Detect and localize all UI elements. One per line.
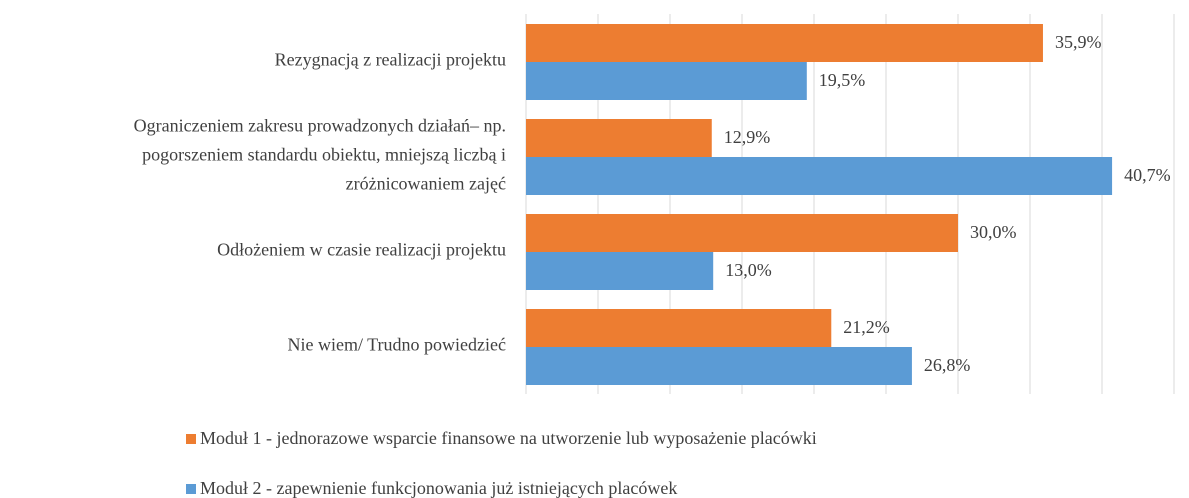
- legend-swatch: [186, 434, 196, 444]
- bar: [526, 119, 712, 157]
- value-label: 26,8%: [924, 355, 971, 375]
- legend-label: Moduł 1 - jednorazowe wsparcie finansowe…: [200, 428, 817, 448]
- bar: [526, 214, 958, 252]
- bar: [526, 309, 832, 347]
- category-label: Odłożeniem w czasie realizacji projektu: [217, 240, 506, 260]
- value-label: 30,0%: [970, 222, 1017, 242]
- value-label: 13,0%: [725, 260, 772, 280]
- bar: [526, 252, 714, 290]
- bar: [526, 62, 807, 100]
- value-label: 21,2%: [843, 317, 890, 337]
- bar: [526, 24, 1043, 62]
- category-label: Nie wiem/ Trudno powiedzieć: [288, 335, 506, 355]
- value-label: 35,9%: [1055, 32, 1102, 52]
- category-label: Ograniczeniem zakresu prowadzonych dział…: [134, 116, 506, 194]
- value-label: 40,7%: [1124, 165, 1171, 185]
- bar: [526, 157, 1113, 195]
- bar: [526, 347, 912, 385]
- legend-label: Moduł 2 - zapewnienie funkcjonowania już…: [200, 478, 677, 498]
- value-label: 19,5%: [819, 70, 866, 90]
- legend-swatch: [186, 484, 196, 494]
- value-label: 12,9%: [724, 127, 771, 147]
- category-label: Rezygnacją z realizacji projektu: [275, 50, 506, 70]
